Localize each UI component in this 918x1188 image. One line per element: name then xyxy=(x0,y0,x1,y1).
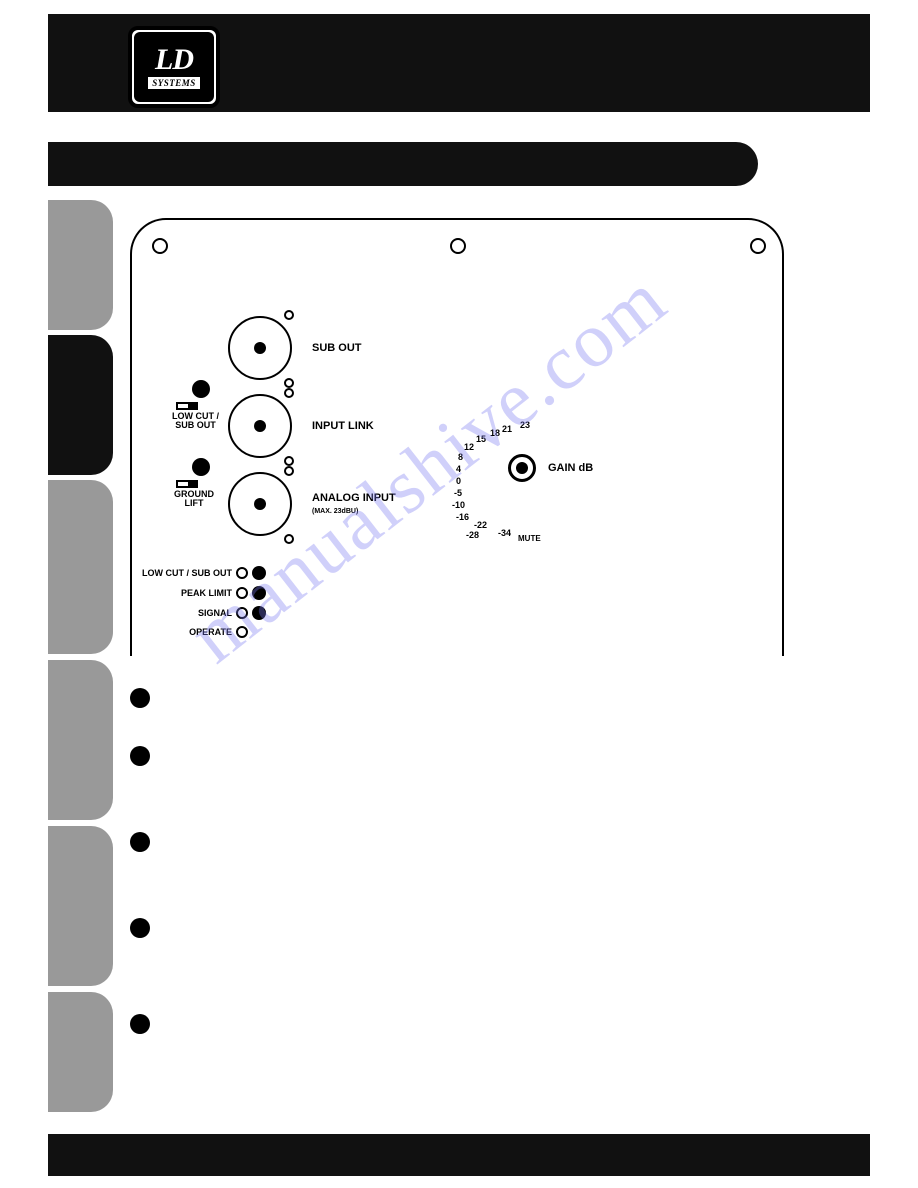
led-label: LOW CUT / SUB OUT xyxy=(140,568,232,578)
label-switch-lowcut: LOW CUT /SUB OUT xyxy=(172,412,219,431)
xlr-tab-icon xyxy=(284,310,294,320)
side-tab xyxy=(48,200,113,330)
side-tab xyxy=(48,335,113,475)
led-indicator-icon xyxy=(236,587,248,599)
callout-dot xyxy=(252,586,266,600)
callout-dot xyxy=(252,566,266,580)
dial-tick: 21 xyxy=(502,424,512,434)
callout-circle xyxy=(192,380,210,398)
led-row-operate: OPERATE xyxy=(140,626,248,638)
xlr-sub-out xyxy=(228,316,292,380)
xlr-tab-icon xyxy=(284,534,294,544)
side-tab xyxy=(48,660,113,820)
led-indicator-icon xyxy=(236,607,248,619)
callout-dot xyxy=(252,606,266,620)
label-analog-input: ANALOG INPUT (MAX. 23dBU) xyxy=(312,492,396,516)
dial-tick-mute: MUTE xyxy=(518,534,541,543)
xlr-input-link xyxy=(228,394,292,458)
label-input-link: INPUT LINK xyxy=(312,420,374,432)
dial-tick: 0 xyxy=(456,476,461,486)
led-row-signal: SIGNAL xyxy=(140,606,266,620)
brand-name: LD xyxy=(155,45,193,75)
dial-tick: -22 xyxy=(474,520,487,530)
switch-lowcut-subout xyxy=(176,402,198,410)
callout-bullet xyxy=(130,746,150,766)
dial-tick: 18 xyxy=(490,428,500,438)
amplifier-panel-diagram: SUB OUT INPUT LINK ANALOG INPUT (MAX. 23… xyxy=(130,218,784,656)
led-indicator-icon xyxy=(236,626,248,638)
gain-knob xyxy=(508,454,536,482)
xlr-tab-icon xyxy=(284,378,294,388)
dial-tick: -16 xyxy=(456,512,469,522)
led-row-lowcut: LOW CUT / SUB OUT xyxy=(140,566,266,580)
side-tab xyxy=(48,826,113,986)
dial-tick: 23 xyxy=(520,420,530,430)
footer-bar xyxy=(48,1134,870,1176)
screw-icon xyxy=(450,238,466,254)
side-tab xyxy=(48,480,113,654)
brand-logo: LD SYSTEMS xyxy=(128,26,220,108)
led-indicator-icon xyxy=(236,567,248,579)
side-tab xyxy=(48,992,113,1112)
label-sub-out: SUB OUT xyxy=(312,342,362,354)
dial-tick: 15 xyxy=(476,434,486,444)
dial-tick: -10 xyxy=(452,500,465,510)
dial-tick: 4 xyxy=(456,464,461,474)
screw-icon xyxy=(750,238,766,254)
dial-tick: -28 xyxy=(466,530,479,540)
xlr-tab-icon xyxy=(284,456,294,466)
dial-tick: 8 xyxy=(458,452,463,462)
brand-logo-inner: LD SYSTEMS xyxy=(134,32,214,102)
callout-bullet xyxy=(130,688,150,708)
brand-subtitle: SYSTEMS xyxy=(148,77,200,89)
label-analog-input-text: ANALOG INPUT xyxy=(312,492,396,504)
led-row-peak: PEAK LIMIT xyxy=(140,586,266,600)
xlr-analog-input xyxy=(228,472,292,536)
label-gain: GAIN dB xyxy=(548,462,593,474)
xlr-tab-icon xyxy=(284,466,294,476)
led-label: OPERATE xyxy=(140,627,232,637)
led-label: SIGNAL xyxy=(140,608,232,618)
callout-bullet xyxy=(130,832,150,852)
dial-tick: -5 xyxy=(454,488,462,498)
label-analog-input-note: (MAX. 23dBU) xyxy=(312,508,358,515)
dial-tick: -34 xyxy=(498,528,511,538)
switch-ground-lift xyxy=(176,480,198,488)
dial-tick: 12 xyxy=(464,442,474,452)
xlr-tab-icon xyxy=(284,388,294,398)
led-label: PEAK LIMIT xyxy=(140,588,232,598)
callout-circle xyxy=(192,458,210,476)
callout-bullet xyxy=(130,918,150,938)
section-header-band xyxy=(48,142,758,186)
screw-icon xyxy=(152,238,168,254)
callout-bullet xyxy=(130,1014,150,1034)
label-switch-ground-lift: GROUNDLIFT xyxy=(174,490,214,509)
